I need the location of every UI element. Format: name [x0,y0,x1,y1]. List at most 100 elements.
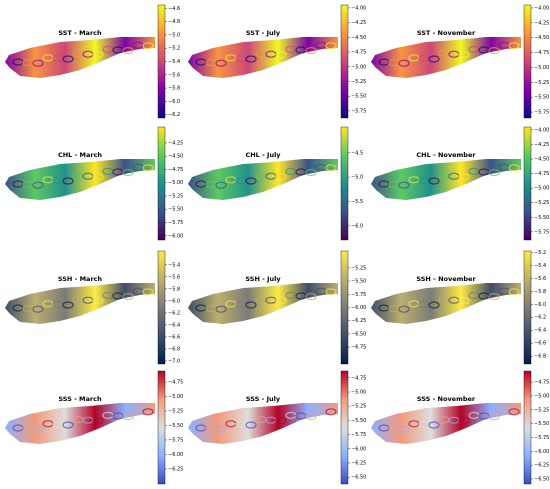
panel-title: SSS - November [417,395,476,403]
colorbar-tick-label: −6.0 [351,223,363,229]
panel-title: SSH - March [58,275,103,283]
colorbar [157,126,166,241]
eddy [458,417,470,425]
eddy [142,408,154,416]
eddy [488,168,500,177]
colorbar-tick-label: −6.50 [351,331,366,337]
colorbar-tick-label: −4.25 [534,20,549,26]
eddy [325,42,337,50]
eddy [62,421,74,429]
colorbar-tick-label: −6.0 [168,298,180,304]
eddy [428,301,440,309]
eddy [275,51,287,59]
eddy [215,305,227,313]
colorbar [157,370,166,485]
colorbar-tick-label: −5.00 [351,64,366,70]
colorbar-tick-label: −6.2 [168,112,180,118]
eddy [458,297,470,305]
map-field [188,37,338,78]
eddy [92,297,104,305]
eddy [398,59,410,67]
colorbar-tick-label: −5.75 [351,108,366,114]
colorbar [157,250,166,365]
panel: SST - November −4.00 −4.25 −4.50 −4.75 −5.00 −… [371,4,549,119]
map-field [5,37,155,78]
panel-title: CHL - November [416,151,476,159]
eddy [32,59,44,67]
colorbar-tick-label: −5.75 [168,220,183,226]
colorbar-tick-label: −4.75 [168,167,183,173]
colorbar-tick-label: −6.25 [534,463,549,469]
eddy [398,181,410,189]
colorbar-tick-label: −4.5 [351,150,363,156]
colorbar [340,4,349,119]
colorbar-tick-label: −4.75 [534,380,549,386]
eddy [245,421,257,429]
colorbar-tick-label: −6.8 [534,354,546,360]
panel: SSH - July −5.25 −5.50 −5.75 −6.00 −6.25 −6.50… [188,250,366,365]
eddy [142,42,154,50]
eddy [215,59,227,67]
eddy [142,288,154,296]
colorbar-tick-label: −6.75 [351,345,366,351]
colorbar-tick-label: −4.50 [351,35,366,41]
colorbar-tick-label: −5.00 [534,186,549,192]
colorbar-tick-label: −5.25 [534,200,549,206]
colorbar-tick-label: −5.75 [534,435,549,441]
eddy [62,177,74,185]
colorbar-tick-label: −6.00 [168,233,183,239]
panel-title: SSS - July [246,395,281,403]
map-field [188,283,338,324]
eddy [508,164,520,172]
eddy [32,181,44,189]
eddy [62,55,74,63]
eddy [508,288,520,296]
colorbar-tick-label: −6.50 [534,477,549,483]
colorbar [523,126,532,241]
colorbar-tick-label: −4.50 [534,35,549,41]
colorbar-tick-label: −5.00 [534,65,549,71]
colorbar-tick-label: −5.00 [351,390,366,396]
colorbar-tick-label: −6.6 [534,341,546,347]
colorbar-tick-label: −5.50 [168,423,183,429]
colorbar [523,250,532,365]
colorbar-tick-label: −5.50 [351,418,366,424]
eddy [92,173,104,181]
colorbar-tick-label: −4.25 [351,20,366,26]
eddy [398,425,410,433]
map-field [5,283,155,324]
eddy [142,164,154,172]
colorbar-tick-label: −5.75 [351,292,366,298]
colorbar-tick-label: −6.00 [534,449,549,455]
eddy [305,412,317,421]
colorbar-tick-label: −5.6 [168,72,180,78]
eddy [92,51,104,59]
colorbar-tick-label: −5.4 [168,59,180,65]
eddy [245,55,257,63]
eddy [398,305,410,313]
eddy [275,297,287,305]
colorbar-tick-label: −6.6 [168,334,180,340]
eddy [305,168,317,177]
colorbar-tick-label: −6.50 [351,475,366,481]
colorbar-tick-label: −5.00 [168,394,183,400]
colorbar [340,250,349,365]
panel: SSS - November −4.75 −5.00 −5.25 −5.50 −5.75 −… [371,370,549,485]
map-field [371,403,521,444]
colorbar-tick-label: −5.25 [168,408,183,414]
panel-title: SST - July [246,29,281,37]
map-field [188,159,338,200]
panel-title: SSS - March [58,395,102,403]
colorbar-tick-label: −6.0 [168,99,180,105]
eddy [215,425,227,433]
colorbar-tick-label: −6.00 [351,446,366,452]
eddy [92,417,104,425]
colorbar-tick-label: −5.8 [534,289,546,295]
eddy [215,181,227,189]
map-field [188,403,338,444]
panel: SST - July −4.00 −4.25 −4.50 −4.75 −5.00 −5.25… [188,4,366,119]
colorbar-tick-label: −6.00 [351,305,366,311]
map-field [371,283,521,324]
panel-title: SST - March [58,29,102,37]
